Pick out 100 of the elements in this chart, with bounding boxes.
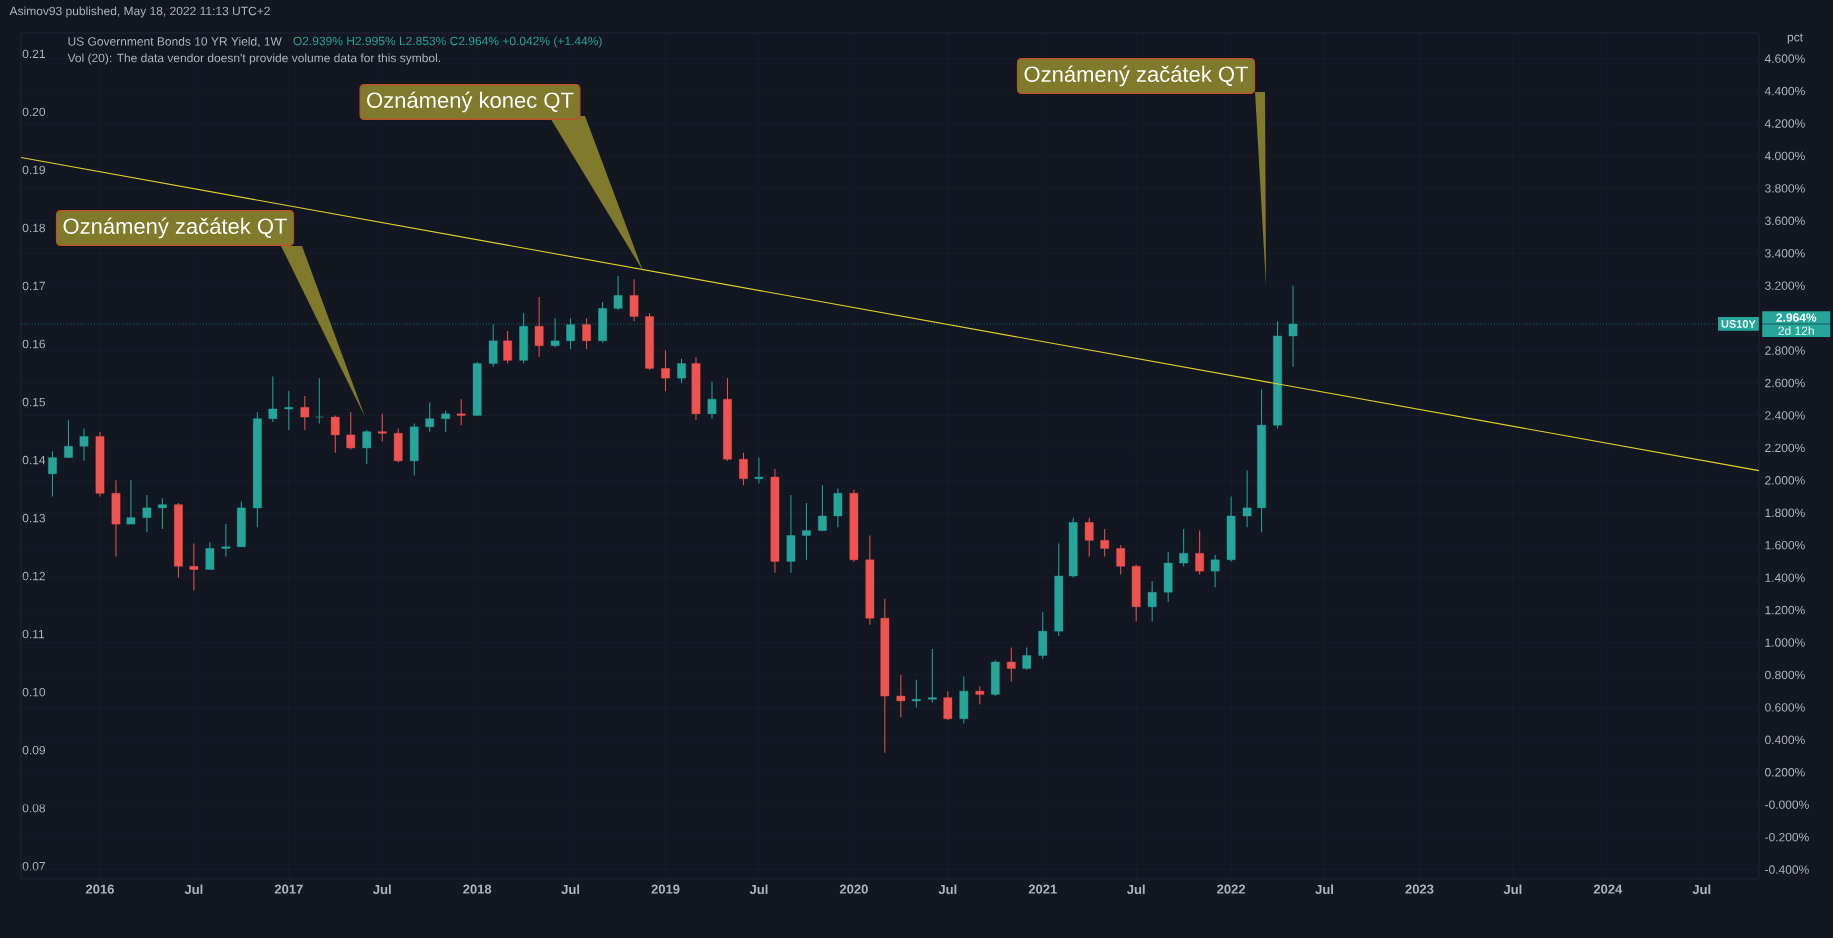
candlestick [1100, 528, 1110, 558]
candlestick [79, 427, 89, 462]
y2-tick-label: 2.200% [1765, 443, 1805, 453]
y2-tick-label: 4.400% [1764, 86, 1805, 96]
y2-tick-label: -0.200% [1765, 832, 1809, 842]
candlestick [1022, 646, 1032, 671]
candlestick [613, 275, 623, 311]
ref-line-label: US10Y [1721, 320, 1756, 328]
annotation: Oznámený konec QT [367, 91, 574, 113]
y-tick-label: 0.18 [22, 223, 46, 233]
candlestick [677, 358, 686, 384]
y2-tick-label: 2.600% [1765, 378, 1805, 388]
candlestick [582, 317, 591, 350]
y2-tick-label: 4.600% [1764, 54, 1805, 63]
x-tick-label: Jul [749, 884, 768, 895]
x-tick-label: Jul [1315, 884, 1333, 895]
y2-tick-label: 1.200% [1765, 605, 1805, 615]
candlestick [284, 390, 294, 431]
y-tick-label: 0.08 [22, 803, 46, 813]
x-tick-label: Jul [373, 884, 391, 895]
candlestick [802, 502, 811, 561]
y2-tick-label: 0.600% [1765, 703, 1805, 712]
candlestick [754, 457, 764, 485]
text: 2d 12h [1778, 326, 1814, 335]
annotation: O2.939% H2.995% L2.853% C2.964% +0.042% (+1.44%) [293, 36, 602, 48]
candlestick [362, 429, 372, 465]
y-tick-label: 0.07 [22, 861, 45, 871]
candlestick [833, 487, 843, 528]
annotation: Oznámený začátek QT [1024, 65, 1248, 87]
y2-tick-label: 1.000% [1765, 638, 1805, 647]
candlestick [1210, 554, 1220, 588]
y2-tick-label: -0.000% [1765, 800, 1809, 809]
text: 2.964% [1776, 313, 1817, 322]
y-tick-label: 0.20 [22, 107, 46, 117]
candlestick [221, 523, 231, 558]
y2-tick-label: 1.600% [1765, 540, 1805, 550]
y2-tick-label: 3.800% [1765, 184, 1805, 193]
y2-tick-label: 4.000% [1764, 151, 1805, 161]
y-tick-label: 0.17 [22, 281, 45, 291]
y-tick-label: 0.21 [22, 49, 45, 59]
y-tick-label: 0.16 [22, 339, 46, 349]
y-tick-label: 0.15 [22, 397, 46, 407]
y2-tick-label: 4.200% [1764, 119, 1805, 128]
y2-tick-label: 0.800% [1765, 670, 1805, 680]
candlestick [739, 452, 748, 486]
candlestick [896, 674, 906, 718]
candlestick [330, 414, 340, 454]
chart-title: US Government Bonds 10 YR Yield, 1W [68, 36, 282, 48]
candlestick [189, 543, 199, 592]
y2-tick-label: 0.200% [1765, 768, 1805, 777]
candlestick [126, 479, 136, 525]
candlestick [1116, 544, 1126, 575]
candlestick [928, 648, 937, 704]
candlestick [158, 497, 167, 530]
candlestick [707, 380, 717, 420]
candlestick [456, 398, 466, 426]
candlestick [818, 484, 827, 532]
candlestick [943, 690, 953, 721]
x-tick-label: Jul [1503, 884, 1522, 895]
x-tick-label: Jul [184, 884, 203, 895]
x-tick-label: 2018 [463, 884, 492, 894]
y-tick-label: 0.13 [22, 513, 46, 523]
x-tick-label: 2019 [651, 884, 680, 894]
annotation: Vol (20): The data vendor doesn't provide volume data for this symbol. [67, 53, 440, 65]
x-tick-label: Jul [938, 884, 957, 895]
candlestick [64, 419, 73, 459]
y2-tick-label: 2.000% [1765, 476, 1805, 485]
y-tick-label: 0.11 [22, 629, 45, 639]
y-tick-label: 0.19 [22, 165, 45, 175]
candlestick [1195, 530, 1204, 575]
candlestick [205, 541, 215, 571]
candlestick [1179, 528, 1188, 567]
y2-tick-label: 3.200% [1765, 281, 1805, 290]
x-tick-label: 2016 [85, 884, 114, 894]
y-tick-label: 0.09 [22, 745, 45, 755]
y2-tick-label: 3.600% [1765, 216, 1805, 226]
x-tick-label: 2021 [1028, 884, 1057, 894]
y2-tick-label: 1.800% [1765, 508, 1805, 517]
candlestick [912, 679, 921, 708]
candlestick [142, 494, 152, 533]
candlestick [425, 401, 435, 433]
y2-tick-label: 1.400% [1765, 573, 1805, 582]
candlestick [48, 450, 57, 498]
text: Asimov93 published, May 18, 2022 11:13 UTC+2 [9, 6, 270, 18]
y-tick-label: 0.12 [22, 571, 45, 581]
candlestick [1084, 517, 1094, 558]
annotation: Oznámený začátek QT [63, 217, 287, 239]
y2-tick-label: 2.800% [1765, 346, 1805, 355]
y2-tick-label: 3.400% [1765, 249, 1805, 258]
y-tick-label: 0.14 [22, 455, 46, 465]
candlestick [661, 350, 670, 392]
candlestick [629, 278, 639, 322]
candlestick [534, 296, 544, 358]
x-tick-label: 2017 [274, 884, 303, 894]
y2-tick-label: 2.400% [1765, 411, 1805, 420]
candlestick [441, 410, 451, 433]
candlestick [300, 395, 310, 431]
x-tick-label: 2024 [1593, 884, 1623, 894]
y2-axis-title: pct [1787, 33, 1803, 44]
candlestick [1006, 646, 1016, 682]
